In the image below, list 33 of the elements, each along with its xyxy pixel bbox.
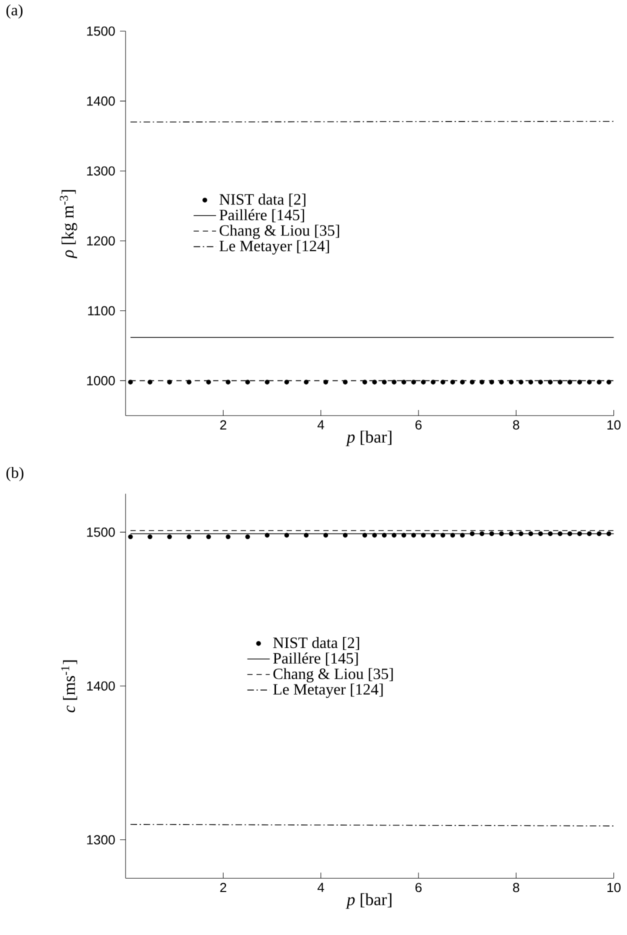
y-axis-title: ρ [kg m$^{-3}$] bbox=[60, 190, 78, 258]
y-axis-title: c [ms$^{-1}$] bbox=[61, 660, 78, 712]
x-tick-label: 10 bbox=[607, 420, 621, 430]
y-tick-label: 1300 bbox=[87, 835, 115, 844]
legend-label: Paillére [145] bbox=[220, 209, 304, 222]
y-tick-label: 1500 bbox=[87, 528, 115, 537]
y-tick-label: 1400 bbox=[87, 96, 115, 106]
x-axis-title: p [bar] bbox=[346, 893, 392, 909]
x-tick-label: 6 bbox=[416, 882, 422, 892]
legend-label: NIST data [2] bbox=[273, 637, 360, 650]
y-tick-label: 1100 bbox=[88, 306, 115, 316]
y-tick-label: 1300 bbox=[87, 166, 115, 176]
chart-title: (a) bbox=[6, 4, 23, 19]
x-tick-label: 2 bbox=[220, 420, 226, 430]
y-tick-label: 1000 bbox=[87, 376, 115, 386]
y-tick-label: 1500 bbox=[87, 26, 115, 36]
x-tick-label: 8 bbox=[513, 882, 520, 892]
chart-title: (b) bbox=[6, 466, 24, 482]
x-tick-label: 6 bbox=[416, 420, 422, 430]
x-tick-label: 4 bbox=[318, 882, 324, 892]
legend-label: Chang & Liou [35] bbox=[220, 224, 340, 240]
y-tick-label: 1400 bbox=[87, 681, 115, 691]
legend-label: Le Metayer [124] bbox=[220, 240, 329, 255]
x-tick-label: 2 bbox=[220, 882, 226, 892]
x-tick-label: 10 bbox=[607, 882, 621, 892]
x-tick-label: 8 bbox=[513, 420, 520, 430]
legend-label: Paillére [145] bbox=[273, 652, 358, 666]
x-axis-title: p [bar] bbox=[346, 430, 392, 446]
legend-label: Chang & Liou [35] bbox=[273, 668, 393, 682]
legend-label: Le Metayer [124] bbox=[273, 684, 383, 698]
y-tick-label: 1200 bbox=[87, 236, 115, 246]
x-tick-label: 4 bbox=[318, 420, 324, 430]
legend-label: NIST data [2] bbox=[220, 194, 306, 207]
